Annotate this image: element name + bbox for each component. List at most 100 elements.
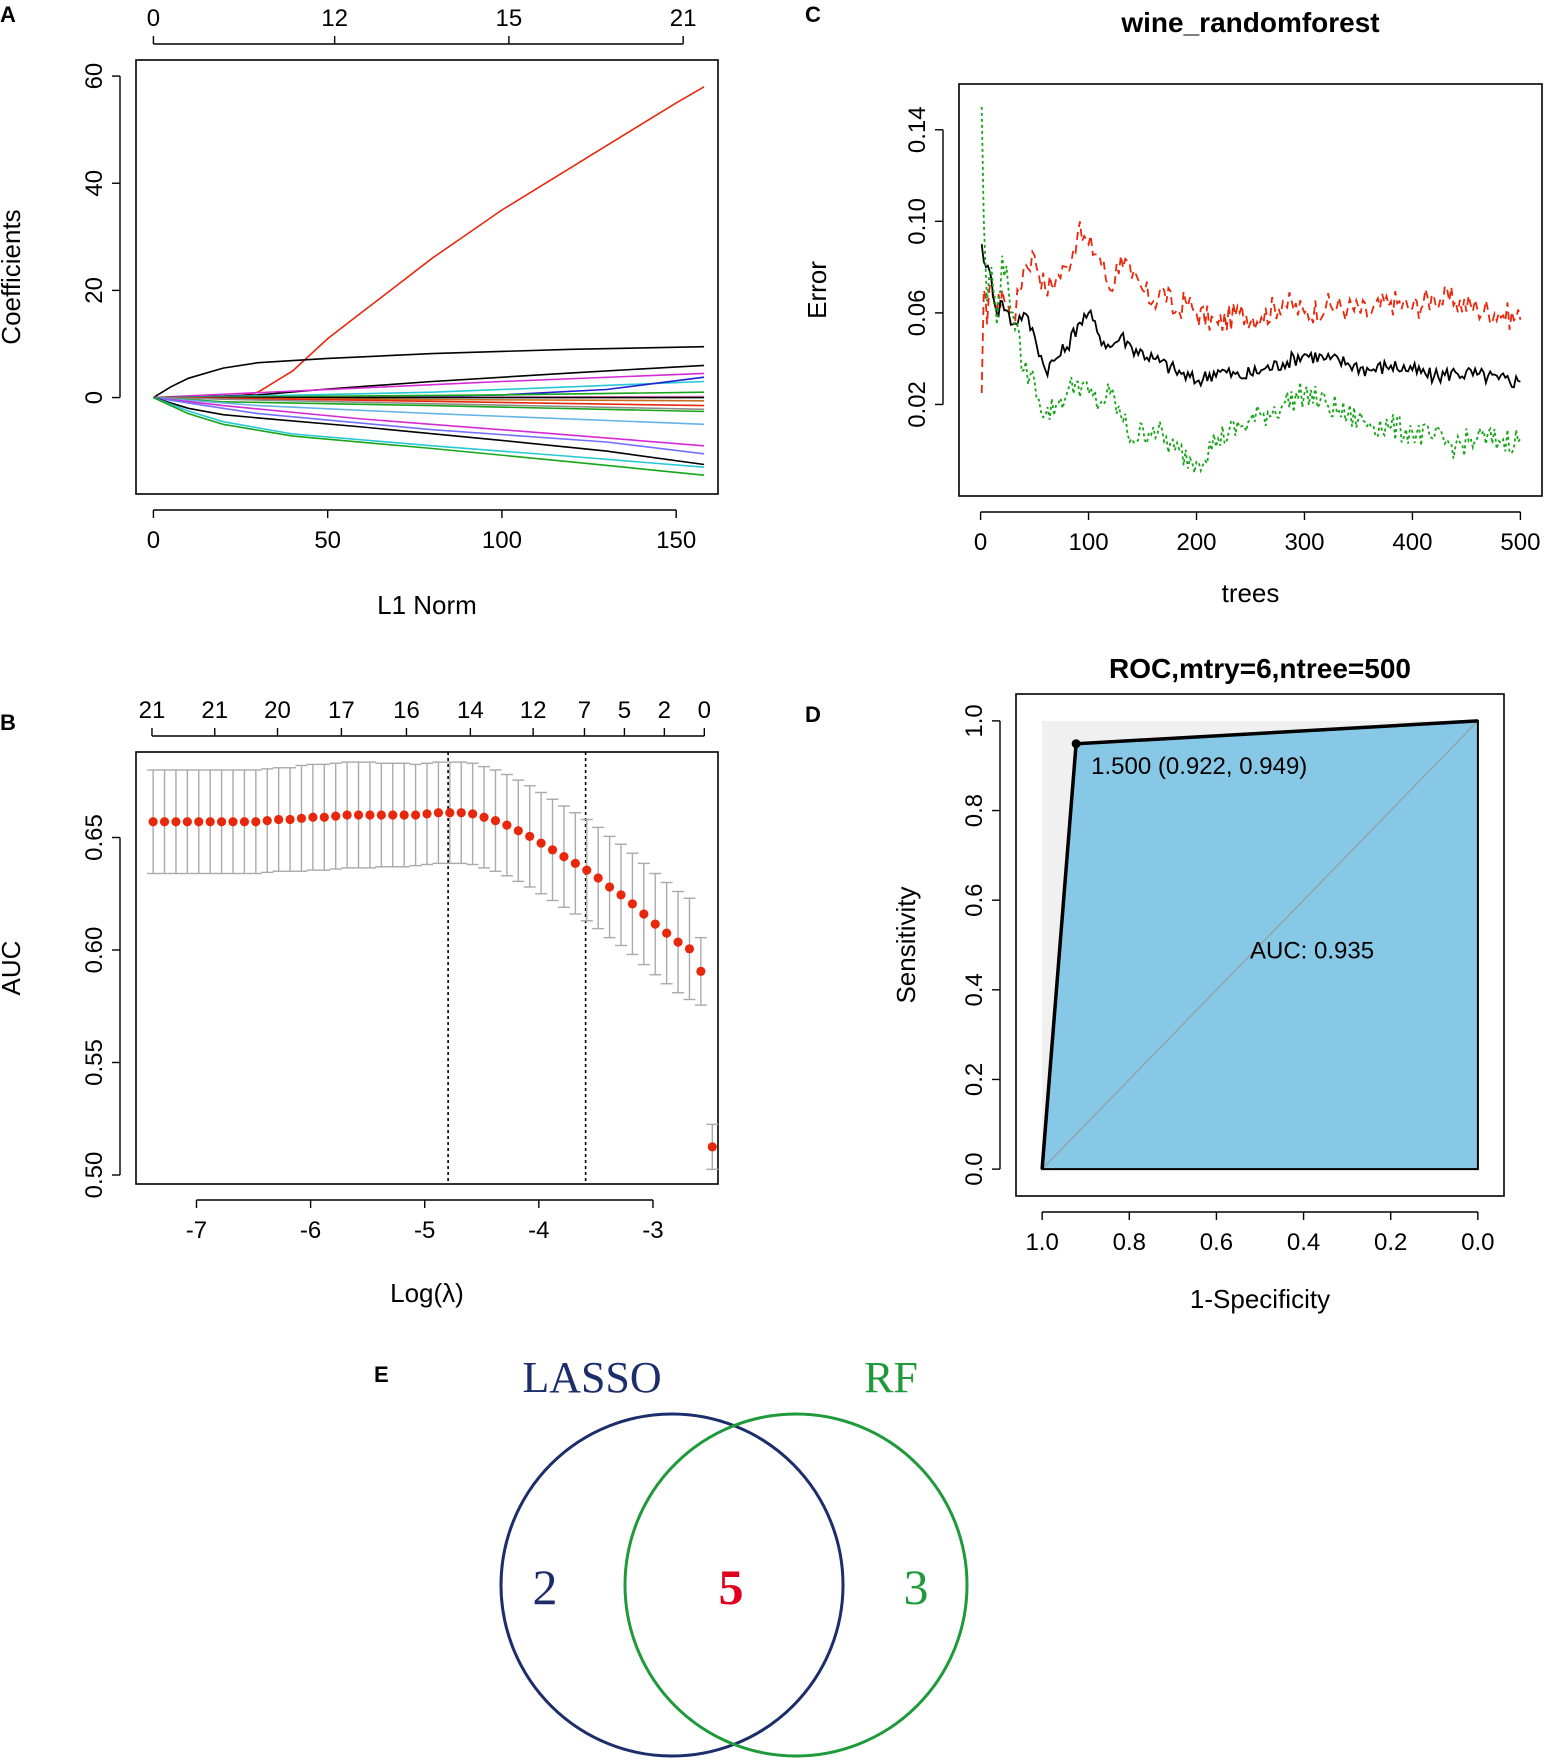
coefficient-path-v19 [153,396,705,476]
auc-point [285,814,295,825]
coefficient-path-v14 [153,396,705,426]
panel-label-b: B [0,710,16,735]
auc-point [502,820,512,830]
auc-point [194,817,204,827]
panel-label-d: D [805,702,821,727]
top-tick-label-b: 20 [264,697,291,724]
auc-point [604,882,615,892]
x-tick-label-b: -6 [300,1217,321,1244]
roc-threshold-point [1071,739,1081,749]
x-tick-label-b: -3 [642,1217,663,1244]
panel-d-roc-curve: 1.500 (0.922, 0.949) AUC: 0.935 1.0 0.8 0.6 0… [891,653,1505,1314]
plot-frame-d [1015,693,1505,1197]
x-tick-label-c: 500 [1500,529,1540,556]
auc-point [547,845,558,855]
y-tick-label-c: 0.10 [904,198,931,245]
y-tick-label-d: 0.4 [961,973,988,1006]
x-tick-label-c: 300 [1284,529,1324,556]
y-tick-label-d: 0.8 [961,794,988,827]
y-tick-label-b: 0.65 [81,814,108,861]
auc-point [468,809,478,819]
y-tick-label-c: 0.02 [904,381,931,428]
roc-threshold-label: 1.500 (0.922, 0.949) [1091,753,1307,780]
venn-rf-label: RF [864,1353,918,1402]
top-tick-label-b: 2 [658,697,671,724]
x-tick-label-a: 50 [314,527,341,554]
y-axis-title-d: Sensitivity [891,886,921,1003]
auc-point [536,838,546,848]
roc-diagonal [1041,720,1479,1170]
y-tick-label-c: 0.06 [904,290,931,337]
panel-a-coefficient-paths: 0 50 100 150 0 20 40 60 L1 Norm Coefficients 0 12 15… [0,5,719,620]
x-tick-label-a: 150 [656,527,696,554]
auc-point [525,831,535,841]
x-tick-label-d: 0.8 [1113,1229,1146,1256]
top-tick-label-a: 12 [321,5,348,32]
auc-point [445,808,455,818]
panel-c-rf-error: 0 100 200 300 400 500 0.02 0.06 0.10 0.14 trees Err… [802,7,1543,608]
x-tick-label-a: 0 [147,527,160,554]
y-tick-label-d: 0.0 [961,1152,988,1185]
plot-frame-a [135,59,719,495]
auc-point [171,817,181,827]
auc-point [627,899,638,909]
top-tick-label-b: 5 [618,697,631,724]
auc-point [159,817,170,827]
coefficient-path-v2 [152,345,705,399]
x-tick-label-d: 0.6 [1200,1229,1233,1256]
top-tick-label-b: 21 [139,697,166,724]
x-tick-label-d: 0.2 [1374,1229,1407,1256]
x-tick-label-a: 100 [482,527,522,554]
plot-frame-c [958,83,1543,497]
auc-point [296,813,307,823]
x-tick-label-b: -5 [414,1217,435,1244]
coefficient-path-v15 [153,396,705,447]
venn-lasso-circle [499,1412,845,1758]
x-tick-label-d: 0.4 [1287,1229,1320,1256]
top-tick-label-b: 21 [201,697,228,724]
auc-point [182,817,192,827]
auc-point [205,817,215,827]
auc-point [274,814,284,825]
y-axis-title-b: AUC [0,941,26,996]
coefficient-path-v6 [153,376,705,399]
top-tick-label-b: 16 [393,697,420,724]
y-tick-label-a: 20 [81,277,108,304]
auc-point [593,873,603,883]
auc-point [365,810,375,820]
auc-point [251,817,261,827]
x-axis-title-c: trees [1222,578,1280,608]
coefficient-path-v18 [153,396,705,468]
auc-point [331,811,341,821]
auc-point [239,817,250,827]
auc-point [582,865,592,875]
x-tick-label-b: -7 [186,1217,207,1244]
auc-point [684,944,695,954]
panel-label-c: C [805,2,821,27]
chart-title-c: wine_randomforest [1120,7,1379,38]
auc-point [673,937,683,947]
x-axis-title-b: Log(λ) [390,1278,464,1308]
x-tick-label-c: 0 [974,529,987,556]
auc-point [216,817,227,827]
top-tick-label-b: 7 [578,697,591,724]
coefficient-path-v16 [153,396,705,455]
auc-point [388,810,398,820]
chart-title-d: ROC,mtry=6,ntree=500 [1109,653,1411,684]
error-series-OOB [980,244,1521,389]
coefficient-path-v4 [153,372,705,399]
auc-point [639,909,649,919]
top-tick-label-a: 15 [496,5,523,32]
x-axis-title-d: 1-Specificity [1190,1284,1330,1314]
auc-point [376,810,386,820]
y-tick-label-a: 0 [81,391,108,404]
y-tick-label-d: 0.2 [961,1063,988,1096]
auc-point [662,928,672,938]
auc-point [707,1142,717,1152]
x-tick-label-c: 100 [1069,529,1109,556]
auc-point [342,810,352,820]
venn-lasso-label: LASSO [522,1353,661,1402]
error-series-class2 [980,106,1522,474]
top-tick-label-b: 12 [520,697,547,724]
auc-point [650,919,660,929]
